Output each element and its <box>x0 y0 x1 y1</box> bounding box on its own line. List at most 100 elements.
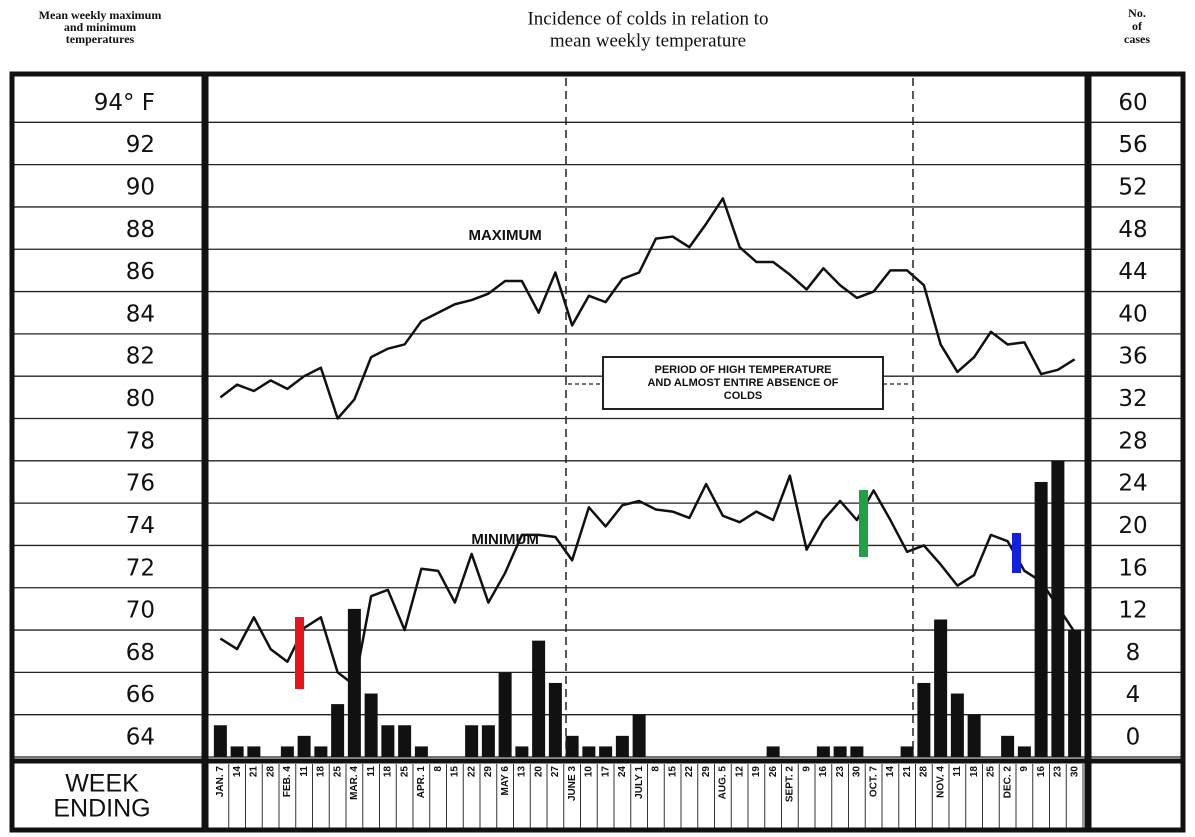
x-tick-label: 11 <box>952 766 963 777</box>
y-axis-title: and minimum <box>64 20 136 34</box>
bar <box>833 746 847 757</box>
bar <box>950 693 964 757</box>
bar <box>213 725 227 757</box>
bar <box>280 746 294 757</box>
bar <box>481 725 495 757</box>
y-tick-label: 72 <box>126 555 155 581</box>
x-tick-label: 28 <box>265 766 276 778</box>
y-tick-label: 74 <box>126 513 155 539</box>
x-tick-label: 16 <box>818 766 829 778</box>
x-tick-label: SEPT. 2 <box>785 766 796 803</box>
x-tick-label: 21 <box>902 766 913 778</box>
x-tick-label: 25 <box>399 766 410 778</box>
frame <box>9 71 1186 833</box>
annotation: PERIOD OF HIGH TEMPERATURE <box>654 364 831 376</box>
bar <box>331 704 345 757</box>
x-tick-label: FEB. 4 <box>282 766 293 798</box>
y2-tick-label: 48 <box>1118 217 1147 243</box>
y-tick-label: 64 <box>126 725 155 751</box>
x-tick-label: 18 <box>383 766 394 778</box>
x-tick-label: 8 <box>651 766 662 772</box>
x-tick-label: 16 <box>1036 766 1047 778</box>
annotation: AND ALMOST ENTIRE ABSENCE OF <box>647 377 838 389</box>
bar <box>599 746 613 757</box>
x-tick-label: JAN. 7 <box>215 766 226 798</box>
series-label: MAXIMUM <box>468 227 541 244</box>
y-tick-label: 86 <box>126 259 155 285</box>
x-tick-label: OCT. 7 <box>868 766 879 798</box>
chart-title: Incidence of colds in relation to <box>527 8 768 29</box>
x-axis-title: WEEK <box>65 770 139 798</box>
x-tick-label: 22 <box>466 766 477 778</box>
bar <box>230 746 244 757</box>
bar <box>398 725 412 757</box>
y-tick-label: 70 <box>126 598 155 624</box>
highlight-marker <box>295 617 304 689</box>
x-tick-label: 14 <box>232 766 243 778</box>
y2-tick-label: 40 <box>1118 301 1147 327</box>
x-tick-label: 28 <box>919 766 930 778</box>
x-tick-label: 13 <box>517 766 528 778</box>
chart-title: mean weekly temperature <box>550 30 746 51</box>
bar <box>381 725 395 757</box>
x-tick-label: 25 <box>986 766 997 778</box>
bar <box>565 735 579 757</box>
bar <box>498 672 512 757</box>
bar <box>917 682 931 757</box>
y2-tick-label: 12 <box>1118 598 1147 624</box>
x-tick-label: DEC. 2 <box>1002 766 1013 799</box>
bar <box>1034 481 1048 757</box>
bar <box>582 746 596 757</box>
y-tick-label: 78 <box>126 428 155 454</box>
x-tick-label: JULY 1 <box>634 766 645 799</box>
y2-tick-label: 32 <box>1118 386 1147 412</box>
bar <box>297 735 311 757</box>
x-axis-title: ENDING <box>53 795 150 823</box>
x-tick-label: 15 <box>450 766 461 778</box>
bar <box>816 746 830 757</box>
bar <box>347 608 361 757</box>
x-tick-label: 18 <box>969 766 980 778</box>
x-tick-label: APR. 1 <box>416 766 427 799</box>
y2-tick-label: 36 <box>1118 344 1147 370</box>
y-tick-label: 82 <box>126 344 155 370</box>
x-tick-label: 29 <box>701 766 712 778</box>
y-axis-title: Mean weekly maximum <box>39 8 162 22</box>
x-tick-label: 11 <box>299 766 310 777</box>
x-tick-label: 10 <box>584 766 595 778</box>
y2-tick-label: 0 <box>1126 725 1141 751</box>
line <box>219 474 1076 687</box>
y2-axis-title: cases <box>1124 32 1150 46</box>
x-tick-label: 9 <box>1019 766 1030 772</box>
y-tick-label: 92 <box>126 132 155 158</box>
x-tick-label: AUG. 5 <box>718 766 729 800</box>
x-tick-label: 20 <box>533 766 544 778</box>
bar <box>465 725 479 757</box>
x-tick-label: 23 <box>835 766 846 778</box>
bar <box>1068 630 1082 757</box>
x-tick-label: 29 <box>483 766 494 778</box>
y-tick-label: 68 <box>126 640 155 666</box>
bar <box>247 746 261 757</box>
bar <box>364 693 378 757</box>
bar <box>548 682 562 757</box>
y-tick-label: 88 <box>126 217 155 243</box>
bar <box>632 714 646 757</box>
x-tick-label: 30 <box>1069 766 1080 778</box>
x-tick-label: 11 <box>366 766 377 777</box>
y2-tick-label: 44 <box>1118 259 1147 285</box>
y-tick-label: 84 <box>126 301 155 327</box>
x-tick-label: 15 <box>667 766 678 778</box>
x-tick-label: 27 <box>550 766 561 778</box>
bar <box>1001 735 1015 757</box>
x-tick-label: 21 <box>249 766 260 778</box>
x-tick-label: 17 <box>600 766 611 778</box>
y2-tick-label: 52 <box>1118 174 1147 200</box>
bar <box>532 640 546 757</box>
annotation: COLDS <box>724 390 763 402</box>
x-tick-label: 8 <box>433 766 444 772</box>
x-tick-label: 24 <box>617 766 628 778</box>
annotation-box <box>602 356 884 410</box>
